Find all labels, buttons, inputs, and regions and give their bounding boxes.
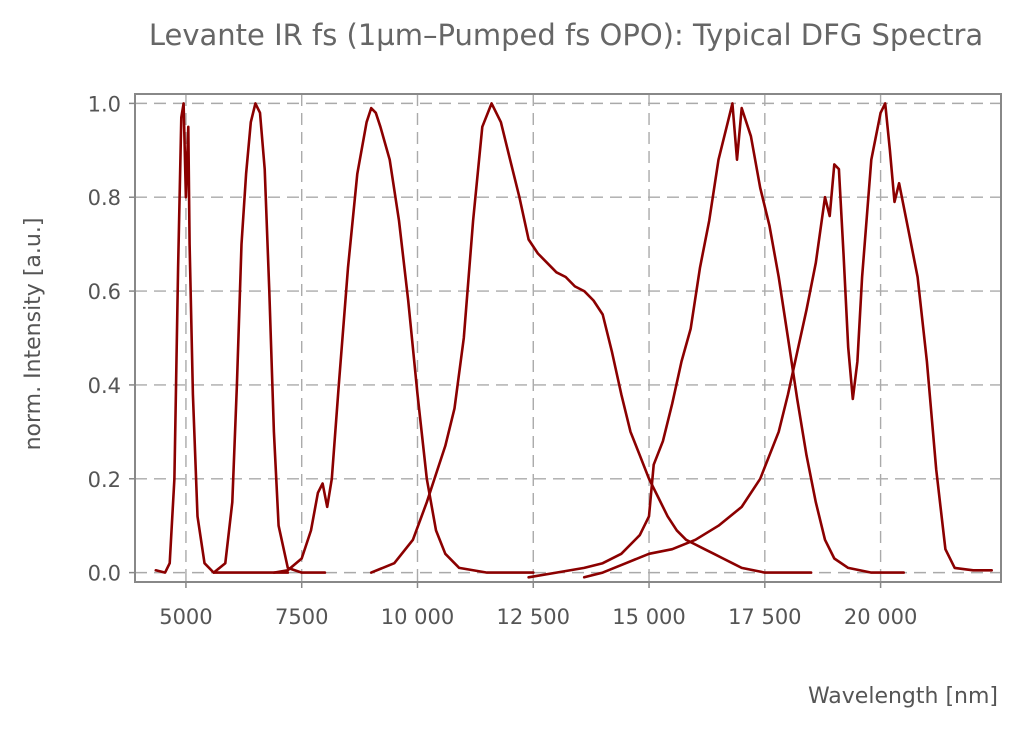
spectrum-line-2 <box>212 102 327 574</box>
y-tick-label: 0.4 <box>88 374 121 398</box>
plot-frame <box>134 93 1002 583</box>
x-tick-label: 17 500 <box>728 605 801 629</box>
y-tick-label: 0.0 <box>88 562 121 586</box>
x-tick-label: 5000 <box>159 605 212 629</box>
spectrum-line-5 <box>527 102 905 579</box>
chart-title: Levante IR fs (1µm–Pumped fs OPO): Typic… <box>149 18 983 52</box>
y-tick-label: 1.0 <box>88 92 121 116</box>
spectrum-line-4 <box>369 102 813 574</box>
spectrum-line-1 <box>154 102 290 574</box>
x-tick-label: 12 500 <box>497 605 570 629</box>
x-tick-label: 15 000 <box>612 605 685 629</box>
spectrum-line-6 <box>582 102 993 579</box>
y-axis-label: norm. Intensity [a.u.] <box>21 218 46 451</box>
x-tick-label: 7500 <box>275 605 328 629</box>
x-tick-label: 20 000 <box>844 605 917 629</box>
y-tick-label: 0.8 <box>88 186 121 210</box>
y-tick-label: 0.2 <box>88 468 121 492</box>
spectrum-line-3 <box>272 106 535 574</box>
axis-ticks: 5000 7500 10 000 12 500 15 000 17 500 20 000 0.… <box>88 92 918 629</box>
x-axis-label: Wavelength [nm] <box>808 684 998 709</box>
series-lines <box>154 102 993 579</box>
y-tick-label: 0.6 <box>88 280 121 304</box>
x-tick-label: 10 000 <box>381 605 454 629</box>
